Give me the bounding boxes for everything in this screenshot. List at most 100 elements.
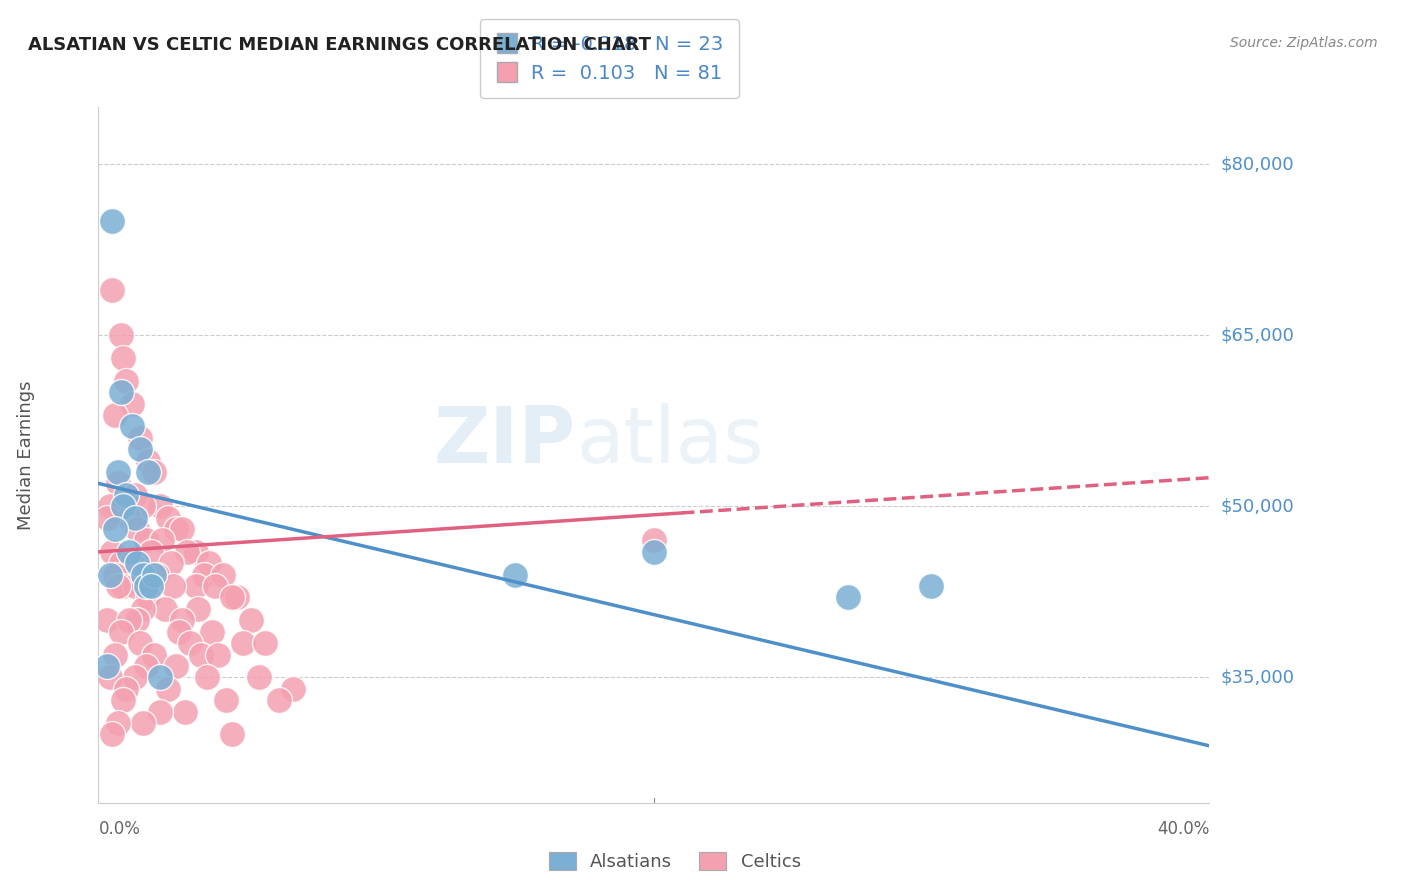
Point [232,636,254,650]
Point [643,533,665,548]
Point [184,579,207,593]
Text: $35,000: $35,000 [1220,668,1295,686]
Point [98,500,121,514]
Point [98,567,121,582]
Point [212,567,235,582]
Point [138,465,160,479]
Point [115,488,138,502]
Point [143,648,166,662]
Point [107,715,129,730]
Point [107,579,129,593]
Point [129,636,152,650]
Point [184,545,207,559]
Text: 0.0%: 0.0% [98,820,141,838]
Legend: Alsatians, Celtics: Alsatians, Celtics [541,845,808,879]
Point [104,408,127,422]
Point [204,579,226,593]
Point [127,522,149,536]
Point [148,500,170,514]
Point [165,659,187,673]
Point [221,727,243,741]
Point [132,567,155,582]
Text: $50,000: $50,000 [1220,497,1294,516]
Point [153,602,176,616]
Point [148,705,170,719]
Point [135,533,157,548]
Point [143,567,166,582]
Text: ZIP: ZIP [434,403,576,479]
Point [121,396,143,410]
Point [221,591,243,605]
Point [837,591,859,605]
Point [170,522,193,536]
Text: ALSATIAN VS CELTIC MEDIAN EARNINGS CORRELATION CHART: ALSATIAN VS CELTIC MEDIAN EARNINGS CORRE… [28,36,651,54]
Text: Median Earnings: Median Earnings [17,380,35,530]
Point [141,545,163,559]
Point [201,624,224,639]
Point [240,613,263,627]
Point [254,636,277,650]
Point [150,533,173,548]
Point [187,602,209,616]
Point [124,579,146,593]
Point [207,648,229,662]
Point [118,510,141,524]
Point [281,681,304,696]
Point [112,693,135,707]
Point [110,556,132,570]
Point [101,283,124,297]
Point [138,591,160,605]
Point [104,522,127,536]
Text: $65,000: $65,000 [1220,326,1294,344]
Point [127,556,149,570]
Point [132,602,155,616]
Point [112,351,135,365]
Point [96,613,118,627]
Point [643,545,665,559]
Point [101,727,124,741]
Point [156,681,179,696]
Point [124,670,146,684]
Point [176,545,198,559]
Point [110,385,132,400]
Point [129,442,152,457]
Point [110,624,132,639]
Legend: R = -0.318   N = 23, R =  0.103   N = 81: R = -0.318 N = 23, R = 0.103 N = 81 [481,20,738,98]
Point [132,715,155,730]
Point [165,522,187,536]
Text: $80,000: $80,000 [1220,155,1294,173]
Point [135,659,157,673]
Point [145,567,167,582]
Point [148,670,170,684]
Point [124,510,146,524]
Point [503,567,526,582]
Point [104,648,127,662]
Point [121,419,143,434]
Point [190,648,212,662]
Point [143,465,166,479]
Point [162,579,184,593]
Point [135,579,157,593]
Point [127,613,149,627]
Point [138,453,160,467]
Point [921,579,943,593]
Point [104,567,127,582]
Point [141,579,163,593]
Point [107,465,129,479]
Point [179,636,201,650]
Point [112,500,135,514]
Point [156,510,179,524]
Point [170,613,193,627]
Point [101,214,124,228]
Point [98,670,121,684]
Point [195,670,218,684]
Point [115,681,138,696]
Point [215,693,238,707]
Text: Source: ZipAtlas.com: Source: ZipAtlas.com [1230,36,1378,50]
Point [101,545,124,559]
Point [110,328,132,343]
Point [129,431,152,445]
Point [226,591,249,605]
Point [118,613,141,627]
Point [193,567,215,582]
